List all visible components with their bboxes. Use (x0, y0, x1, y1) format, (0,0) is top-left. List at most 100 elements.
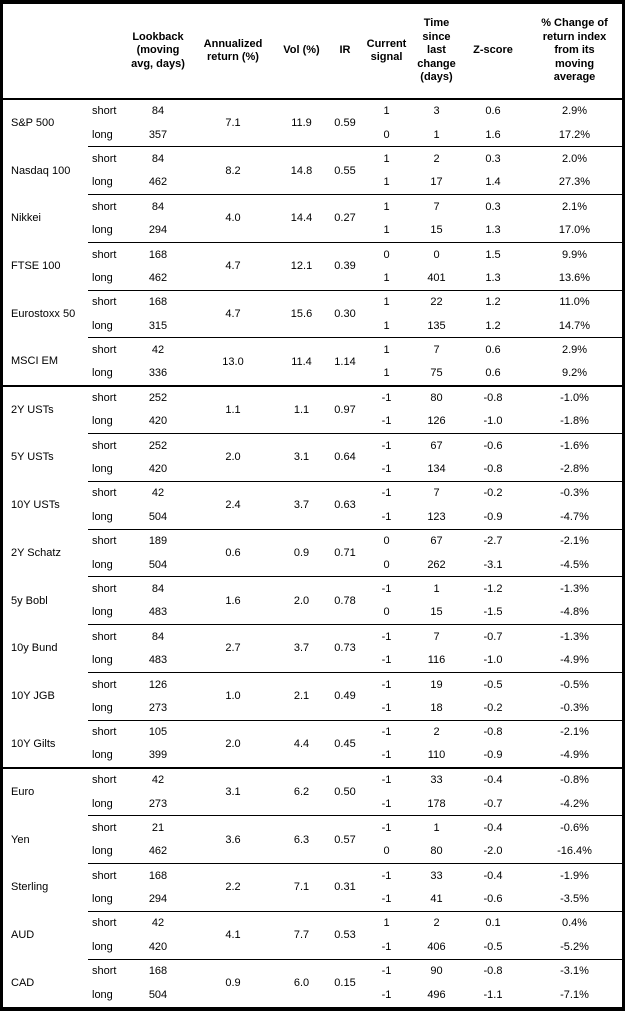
signal-cell: 0 (383, 128, 390, 141)
horizon-cell: long (92, 893, 113, 906)
signal-cell: -1 (381, 701, 392, 714)
time-since-change-cell: 80 (408, 384, 465, 410)
signal-cell: -1 (381, 940, 392, 953)
time-since-change-cell: 406 (427, 940, 446, 953)
signal-cell: 0 (365, 241, 408, 267)
annualized-return-cell: 1.1 (188, 384, 278, 434)
signal-cell: -1 (365, 384, 408, 410)
vol-cell: 4.4 (278, 719, 325, 768)
signal-cell: 0 (383, 606, 390, 619)
z-score-cell: -1.0 (483, 654, 503, 667)
horizon-cell: long (92, 558, 113, 571)
annualized-return-cell: 2.7 (188, 624, 278, 673)
signal-cell: -1 (365, 863, 408, 888)
z-score-cell: 1.2 (485, 319, 501, 332)
table-row: AUD short 42 4.1 7.7 0.53 1 2 0.1 0.4% (3, 910, 625, 960)
annualized-return-cell: 0.6 (188, 528, 278, 577)
z-score-cell: -0.5 (465, 671, 521, 697)
signal-cell: 1 (383, 271, 390, 284)
lookback-cell: 168 (128, 289, 188, 315)
ir-cell: 1.14 (325, 337, 365, 386)
vol-cell: 3.7 (278, 480, 325, 530)
ir-cell: 0.31 (325, 863, 365, 912)
table-row: long 483 0 15 -1.5 -4.8% (3, 601, 625, 625)
annualized-return-cell: 1.6 (188, 576, 278, 625)
table-row: FTSE 100 short 168 4.7 12.1 0.39 0 0 1.5 9.9% (3, 241, 625, 291)
signal-cell: 1 (383, 319, 390, 332)
signal-cell: 0 (383, 845, 390, 858)
horizon-cell: short (92, 105, 117, 118)
lookback-cell: 84 (128, 624, 188, 649)
table-row: long 294 -1 41 -0.6 -3.5% (3, 887, 625, 911)
signal-cell: -1 (365, 480, 408, 506)
time-since-change-cell: 80 (430, 845, 443, 858)
header-horizon (88, 4, 128, 100)
table-row: long 273 -1 18 -0.2 -0.3% (3, 696, 625, 720)
lookback-cell: 84 (128, 194, 188, 219)
vol-cell: 11.9 (291, 117, 312, 130)
asset-name-cell: 5Y USTs (11, 451, 54, 464)
time-since-change-cell: 2 (408, 719, 465, 745)
pct-change-cell: -4.7% (560, 510, 589, 523)
table-body: S&P 500 short 84 7.1 11.9 0.59 1 3 0.6 2.9% long 35… (3, 99, 625, 1007)
ir-cell: 0.55 (325, 146, 365, 195)
header-z-score: Z-score (465, 4, 521, 100)
vol-cell: 7.7 (278, 910, 325, 960)
vol-cell: 2.0 (278, 576, 325, 625)
table-row: 10y Bund short 84 2.7 3.7 0.73 -1 7 -0.7 -1.3% (3, 624, 625, 673)
horizon-cell: short (88, 528, 128, 553)
vol-cell: 3.1 (278, 432, 325, 482)
pct-change-cell: -0.3% (521, 480, 625, 506)
vol-cell: 15.6 (278, 289, 325, 338)
z-score-cell: -0.6 (483, 893, 503, 906)
lookback-cell: 105 (128, 719, 188, 745)
asset-name-cell: 5y Bobl (11, 594, 48, 607)
annualized-return-cell: 4.1 (188, 910, 278, 960)
vol-cell: 14.8 (278, 146, 325, 195)
time-since-change-cell: 262 (427, 558, 446, 571)
pct-change-cell: 11.0% (521, 289, 625, 315)
time-since-change-cell: 2 (408, 146, 465, 171)
momentum-signal-table: Lookback (moving avg, days) Annualized r… (3, 4, 625, 1007)
pct-change-cell: -7.1% (560, 988, 589, 1001)
time-since-change-cell: 2 (408, 910, 465, 936)
ir-cell: 0.39 (325, 241, 365, 291)
time-since-change-cell: 1 (408, 576, 465, 601)
time-since-change-cell: 401 (427, 271, 446, 284)
table-row: 10Y JGB short 126 1.0 2.1 0.49 -1 19 -0.5 -0.5% (3, 671, 625, 721)
header-time-since-change: Time since last change (days) (408, 4, 465, 100)
vol-cell: 0.9 (278, 528, 325, 577)
z-score-cell: 1.3 (485, 271, 501, 284)
z-score-cell: 0.3 (465, 146, 521, 171)
z-score-cell: -0.8 (465, 958, 521, 983)
vol-cell: 6.0 (278, 958, 325, 1007)
z-score-cell: 0.6 (485, 367, 501, 380)
table-row: long 504 0 262 -3.1 -4.5% (3, 553, 625, 577)
pct-change-cell: 17.0% (558, 224, 591, 237)
time-since-change-cell: 178 (427, 797, 446, 810)
table-row: long 336 1 75 0.6 9.2% (3, 362, 625, 386)
horizon-cell: short (88, 863, 128, 888)
ir-cell: 0.45 (325, 719, 365, 768)
signal-cell: 1 (383, 224, 390, 237)
annualized-return-cell: 8.2 (188, 146, 278, 195)
signal-cell: -1 (381, 415, 392, 428)
pct-change-cell: 13.6% (558, 271, 591, 284)
ir-cell: 0.49 (325, 671, 365, 721)
time-since-change-cell: 3 (433, 105, 440, 118)
table-row: Nasdaq 100 short 84 8.2 14.8 0.55 1 2 0.3 2.0% (3, 146, 625, 195)
z-score-cell: -0.6 (465, 432, 521, 458)
pct-change-cell: 2.1% (521, 194, 625, 219)
horizon-cell: short (88, 766, 128, 792)
z-score-cell: 1.6 (485, 128, 501, 141)
header-pct-change: % Change of return index from its moving… (521, 4, 625, 100)
horizon-cell: short (88, 337, 128, 362)
ir-cell: 0.15 (325, 958, 365, 1007)
signal-cell: 1 (383, 367, 390, 380)
z-score-cell: -0.2 (465, 480, 521, 506)
table-row: long 420 -1 126 -1.0 -1.8% (3, 410, 625, 434)
z-score-cell: -2.7 (465, 528, 521, 553)
asset-name-cell: Sterling (11, 881, 49, 894)
time-since-change-cell: 7 (408, 194, 465, 219)
signal-cell: -1 (365, 719, 408, 745)
